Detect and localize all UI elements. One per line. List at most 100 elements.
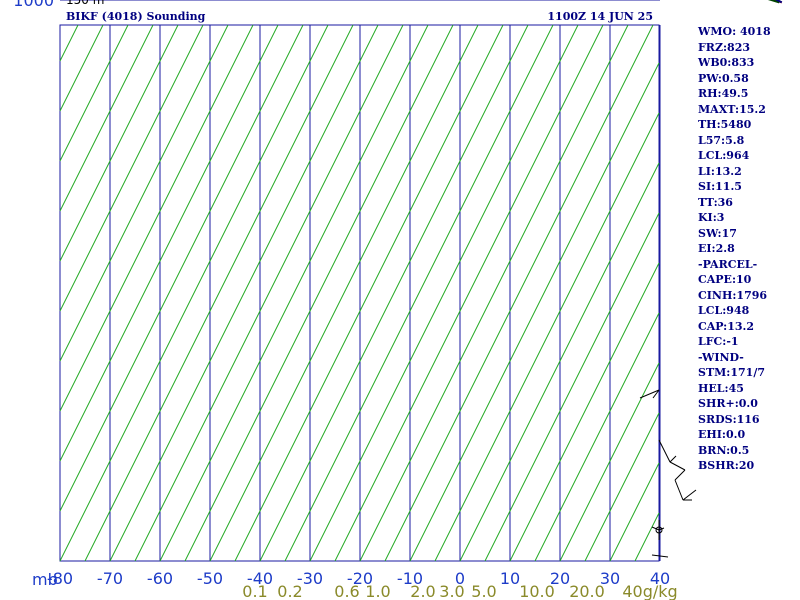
isotherm [434, 112, 660, 562]
mixing-ratio-tick-label: 0.6 [334, 582, 359, 600]
wind-barb [639, 389, 660, 399]
temperature-tick-label: -70 [97, 569, 123, 588]
sounding-index: LCL:964 [698, 149, 750, 162]
vertical-grid [59, 25, 661, 561]
isotherm [59, 24, 279, 462]
sounding-index: TH:5480 [698, 118, 752, 131]
isotherm [384, 24, 654, 562]
sounding-index: SRDS:116 [698, 412, 760, 426]
isotherm [59, 24, 329, 562]
sounding-indices-panel: WMO: 4018 FRZ:823 WB0:833 PW:0.58 RH:49.5 MAX… [698, 24, 771, 474]
isotherm [59, 24, 129, 162]
isotherm [409, 62, 660, 562]
isotherm [309, 24, 579, 562]
isotherm [284, 24, 554, 562]
temperature-tick-label: -30 [297, 569, 323, 588]
sounding-index: SI:11.5 [698, 180, 742, 193]
isotherm [84, 24, 354, 562]
sounding-index: EHI:0.0 [698, 428, 746, 441]
chart-datetime: 1100Z 14 JUN 25 [547, 10, 653, 23]
temperature-ticks: -80 -70 -60 -50 -40 -30 -20 -10 0 10 20 30 40 [47, 569, 670, 588]
wind-barbs [639, 389, 697, 558]
temperature-tick-label: -80 [47, 569, 73, 588]
isotherm [59, 24, 104, 112]
isotherm [209, 24, 479, 562]
mixing-ratio-tick-label: 10.0 [519, 582, 555, 600]
sounding-index: L57:5.8 [698, 133, 745, 147]
pressure-ticks: 1002003004005006007008009001000 [13, 0, 54, 10]
temperature-tick-label: 0 [455, 569, 465, 588]
sounding-index: LCL:948 [698, 304, 750, 317]
isotherm [184, 24, 454, 562]
temperature-tick-label: -20 [347, 569, 373, 588]
isotherm [259, 24, 529, 562]
wind-barb [658, 439, 697, 501]
mixing-ratio-ticks: 0.1 0.2 0.6 1.0 2.0 3.0 5.0 10.0 20.0 40g/kg [242, 582, 677, 600]
isotherm [59, 24, 79, 62]
sounding-index: BRN:0.5 [698, 443, 750, 457]
isotherm [134, 24, 404, 562]
isotherm [59, 24, 229, 362]
height-label: 150 m [66, 0, 104, 7]
sounding-index: SHR+:0.0 [698, 397, 758, 410]
sounding-index: CAPE:10 [698, 273, 752, 286]
mixing-ratio-tick-label: 1.0 [365, 582, 390, 600]
mixing-ratio-tick-label: 0.2 [277, 582, 302, 600]
temperature-tick-label: -40 [247, 569, 273, 588]
isotherm [359, 24, 629, 562]
temperature-tick-label: 40 [650, 569, 670, 588]
isotherm [59, 24, 179, 262]
isotherm-lines [59, 24, 660, 562]
pressure-tick-label: 1000 [13, 0, 54, 10]
wind-calm-circle [655, 526, 663, 534]
sounding-index: TT:36 [698, 195, 733, 209]
sounding-index: BSHR:20 [698, 459, 755, 472]
isotherm [109, 24, 379, 562]
temperature-tick-label: -10 [397, 569, 423, 588]
mixing-ratio-tick-label: 2.0 [410, 582, 435, 600]
mixing-ratio-tick-label: 5.0 [471, 582, 496, 600]
isotherm [159, 24, 429, 562]
sounding-index: LI:13.2 [698, 164, 742, 178]
isotherm [559, 362, 660, 562]
chart-title: BIKF (4018) Sounding [66, 10, 206, 23]
temperature-tick-label: 10 [500, 569, 520, 588]
sounding-index: EI:2.8 [698, 242, 735, 255]
isotherm [484, 212, 660, 562]
sounding-index: -PARCEL- [698, 257, 758, 271]
mixing-ratio-tick-label: 0.1 [242, 582, 267, 600]
sounding-index: MAXT:15.2 [698, 102, 766, 116]
temperature-tick-label: 20 [550, 569, 570, 588]
isotherm [584, 412, 660, 562]
sounding-index: WB0:833 [698, 56, 755, 69]
mixing-ratio-tick-label: 40g/kg [622, 582, 677, 600]
sounding-index: WMO: 4018 [698, 25, 771, 38]
mixing-ratio-tick-label: 20.0 [569, 582, 605, 600]
temperature-tick-label: -60 [147, 569, 173, 588]
sounding-index: STM:171/7 [698, 366, 765, 379]
isotherm [59, 24, 204, 312]
sounding-index: CAP:13.2 [698, 319, 755, 333]
isotherm [609, 462, 660, 562]
isotherm [59, 24, 254, 412]
sounding-index: SW:17 [698, 226, 737, 240]
height-labels: 6411 m5630 m4906 m4230 m3609 m3028 m2476… [66, 0, 104, 7]
sounding-index: FRZ:823 [698, 40, 751, 54]
sounding-index: RH:49.5 [698, 87, 749, 100]
sounding-index: CINH:1796 [698, 288, 768, 302]
isotherm [59, 24, 304, 512]
sounding-index: LFC:-1 [698, 335, 739, 348]
isotherm [234, 24, 504, 562]
isotherm [59, 24, 154, 212]
temperature-tick-label: -50 [197, 569, 223, 588]
isotherm [334, 24, 604, 562]
sounding-index: KI:3 [698, 211, 725, 224]
mixing-ratio-tick-label: 3.0 [439, 582, 464, 600]
isotherm [634, 512, 660, 562]
sounding-index: PW:0.58 [698, 71, 749, 85]
isotherm [459, 162, 660, 562]
sounding-index: HEL:45 [698, 381, 744, 395]
sounding-index: -WIND- [698, 350, 744, 364]
temperature-tick-label: 30 [600, 569, 620, 588]
